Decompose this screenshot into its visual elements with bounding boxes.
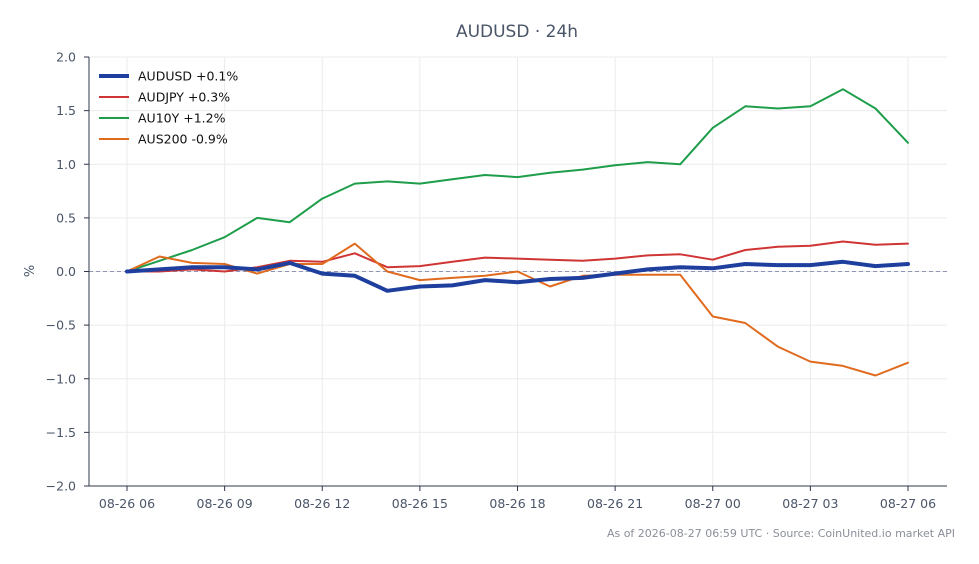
x-tick-label: 08-26 15 <box>392 496 448 511</box>
x-tick-label: 08-26 12 <box>294 496 350 511</box>
y-tick-label: −1.5 <box>46 425 76 440</box>
y-tick-label: −2.0 <box>46 479 76 494</box>
y-tick-label: 0.5 <box>56 210 76 225</box>
x-tick-label: 08-27 00 <box>685 496 741 511</box>
series-layer <box>125 88 910 377</box>
y-axis-label: % <box>23 265 38 277</box>
y-tick-label: 2.0 <box>56 50 76 65</box>
source-footer: As of 2026-08-27 06:59 UTC · Source: Coi… <box>607 527 955 540</box>
x-tick-label: 08-26 06 <box>99 496 155 511</box>
series-line-2 <box>126 88 909 273</box>
legend-label: AUDJPY +0.3% <box>138 90 230 105</box>
legend-label: AU10Y +1.2% <box>138 111 226 126</box>
y-tick-label: −0.5 <box>46 318 76 333</box>
legend-label: AUS200 -0.9% <box>138 132 228 147</box>
series-line-0 <box>125 259 910 293</box>
y-tick-label: 1.0 <box>56 157 76 172</box>
legend-label: AUDUSD +0.1% <box>138 69 238 84</box>
x-tick-label: 08-26 21 <box>587 496 643 511</box>
axis-layer: 2.0 1.5 1.0 0.5 0.0 −0.5 −1.0 −1.5 −2.0 08-26 06 0… <box>46 50 947 511</box>
y-tick-label: −1.0 <box>46 371 76 386</box>
x-tick-label: 08-27 06 <box>880 496 936 511</box>
x-tick-label: 08-26 09 <box>197 496 253 511</box>
legend: AUDUSD +0.1% AUDJPY +0.3% AU10Y +1.2% AUS20… <box>99 69 238 147</box>
y-tick-label: 0.0 <box>56 264 76 279</box>
x-tick-label: 08-26 18 <box>489 496 545 511</box>
chart-title: AUDUSD · 24h <box>456 22 578 42</box>
x-tick-label: 08-27 03 <box>782 496 838 511</box>
y-tick-label: 1.5 <box>56 103 76 118</box>
series-line-1 <box>126 240 909 273</box>
series-line-3 <box>126 242 909 377</box>
